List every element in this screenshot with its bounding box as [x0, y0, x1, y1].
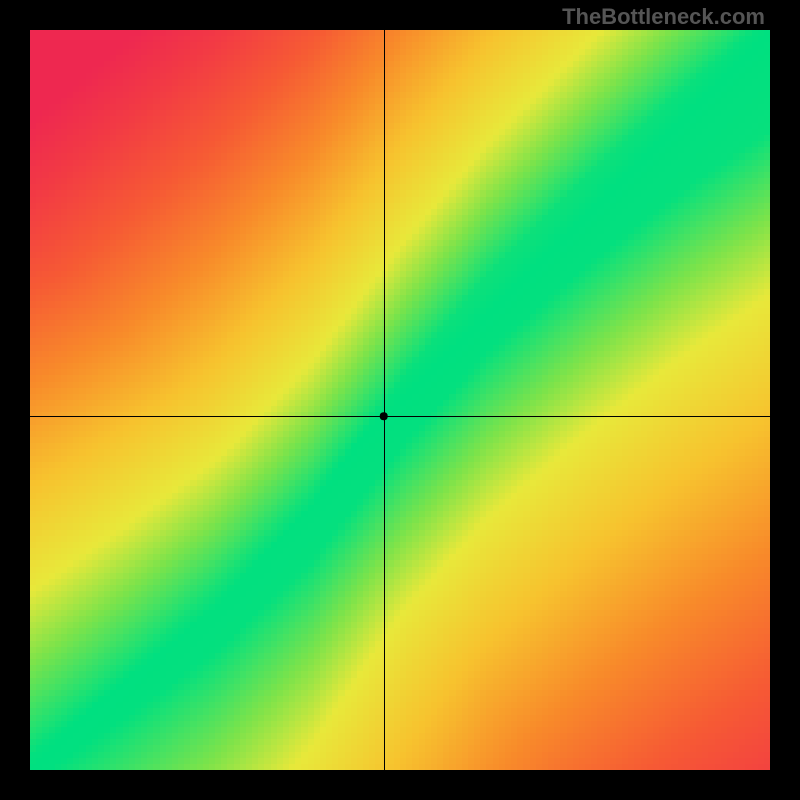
bottleneck-heatmap [0, 0, 800, 800]
watermark-text: TheBottleneck.com [562, 4, 765, 30]
chart-container: TheBottleneck.com [0, 0, 800, 800]
